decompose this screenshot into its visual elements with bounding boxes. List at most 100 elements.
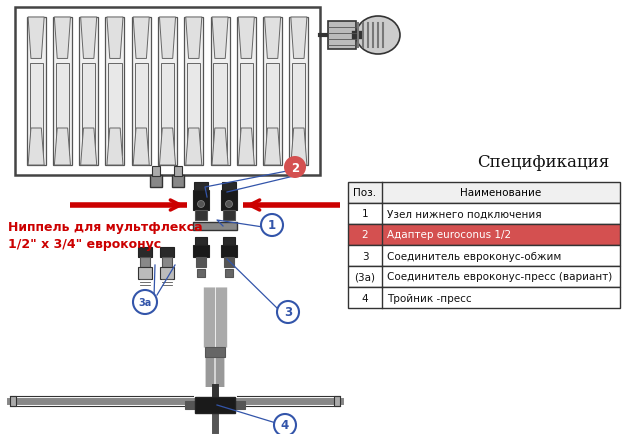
- Polygon shape: [265, 129, 280, 166]
- Bar: [348, 287, 620, 308]
- Text: 3: 3: [362, 251, 369, 261]
- Bar: [160, 267, 174, 279]
- Polygon shape: [265, 18, 280, 59]
- Bar: [138, 267, 152, 279]
- Polygon shape: [238, 129, 255, 166]
- Text: 2: 2: [362, 230, 369, 240]
- Bar: [135, 64, 148, 155]
- Bar: [193, 246, 209, 257]
- Circle shape: [133, 290, 157, 314]
- Bar: [235, 401, 245, 409]
- Bar: [348, 246, 620, 266]
- Bar: [161, 64, 174, 155]
- Bar: [195, 237, 207, 246]
- Bar: [15, 8, 320, 176]
- Text: 2: 2: [291, 161, 299, 174]
- Polygon shape: [186, 129, 202, 166]
- Bar: [237, 18, 256, 166]
- Bar: [150, 176, 162, 187]
- Bar: [174, 167, 182, 177]
- Bar: [195, 397, 235, 413]
- Circle shape: [197, 201, 205, 208]
- Polygon shape: [291, 129, 307, 166]
- Bar: [108, 64, 122, 155]
- Bar: [225, 270, 233, 277]
- Bar: [158, 18, 177, 166]
- Bar: [152, 167, 160, 177]
- Polygon shape: [28, 18, 44, 59]
- Bar: [222, 183, 236, 191]
- Bar: [185, 401, 195, 409]
- Bar: [221, 246, 237, 257]
- Bar: [223, 237, 235, 246]
- Bar: [56, 64, 69, 155]
- Bar: [10, 396, 16, 406]
- Bar: [193, 191, 209, 210]
- Bar: [162, 257, 172, 267]
- Polygon shape: [54, 18, 71, 59]
- Text: 1: 1: [268, 219, 276, 232]
- Bar: [292, 64, 306, 155]
- Bar: [172, 176, 184, 187]
- Bar: [140, 257, 150, 267]
- Bar: [223, 210, 235, 220]
- Polygon shape: [212, 18, 228, 59]
- Text: (3а): (3а): [355, 272, 375, 282]
- Polygon shape: [238, 18, 255, 59]
- Polygon shape: [159, 129, 176, 166]
- Bar: [348, 266, 620, 287]
- Polygon shape: [212, 129, 228, 166]
- Circle shape: [274, 414, 296, 434]
- Ellipse shape: [356, 17, 400, 55]
- Text: Ниппель для мультфлекса
1/2" x 3/4" евроконус: Ниппель для мультфлекса 1/2" x 3/4" евро…: [8, 220, 203, 250]
- Text: Наименование: Наименование: [461, 188, 542, 198]
- Circle shape: [226, 201, 232, 208]
- Bar: [328, 22, 356, 50]
- Bar: [289, 18, 308, 166]
- Bar: [105, 18, 124, 166]
- Bar: [334, 396, 340, 406]
- Bar: [82, 64, 95, 155]
- Bar: [224, 257, 234, 267]
- Polygon shape: [291, 18, 307, 59]
- Bar: [79, 18, 98, 166]
- Text: 3а: 3а: [139, 297, 152, 307]
- Polygon shape: [107, 18, 123, 59]
- Text: Поз.: Поз.: [353, 188, 377, 198]
- Bar: [348, 204, 620, 224]
- Bar: [26, 18, 45, 166]
- Bar: [30, 64, 43, 155]
- Text: Соединитель евроконус-пресс (вариант): Соединитель евроконус-пресс (вариант): [387, 272, 612, 282]
- Circle shape: [284, 157, 306, 178]
- Polygon shape: [81, 18, 97, 59]
- Bar: [210, 18, 229, 166]
- Bar: [132, 18, 151, 166]
- Bar: [187, 64, 200, 155]
- Bar: [193, 223, 237, 230]
- Bar: [138, 247, 152, 257]
- Polygon shape: [54, 129, 71, 166]
- Polygon shape: [133, 18, 149, 59]
- Circle shape: [277, 301, 299, 323]
- Bar: [263, 18, 282, 166]
- Text: Адаптер euroconus 1/2: Адаптер euroconus 1/2: [387, 230, 511, 240]
- Bar: [185, 18, 203, 166]
- Bar: [214, 64, 227, 155]
- Bar: [348, 224, 620, 246]
- Polygon shape: [28, 129, 44, 166]
- Bar: [205, 347, 225, 357]
- Text: Спецификация: Спецификация: [478, 154, 610, 171]
- Bar: [195, 210, 207, 220]
- Polygon shape: [81, 129, 97, 166]
- Bar: [160, 247, 174, 257]
- Bar: [197, 270, 205, 277]
- Text: 1: 1: [362, 209, 369, 219]
- Polygon shape: [107, 129, 123, 166]
- Bar: [53, 18, 72, 166]
- Text: Узел нижнего подключения: Узел нижнего подключения: [387, 209, 542, 219]
- Bar: [266, 64, 279, 155]
- Bar: [348, 183, 620, 204]
- Bar: [194, 183, 208, 191]
- Bar: [196, 257, 206, 267]
- Text: 4: 4: [362, 293, 369, 303]
